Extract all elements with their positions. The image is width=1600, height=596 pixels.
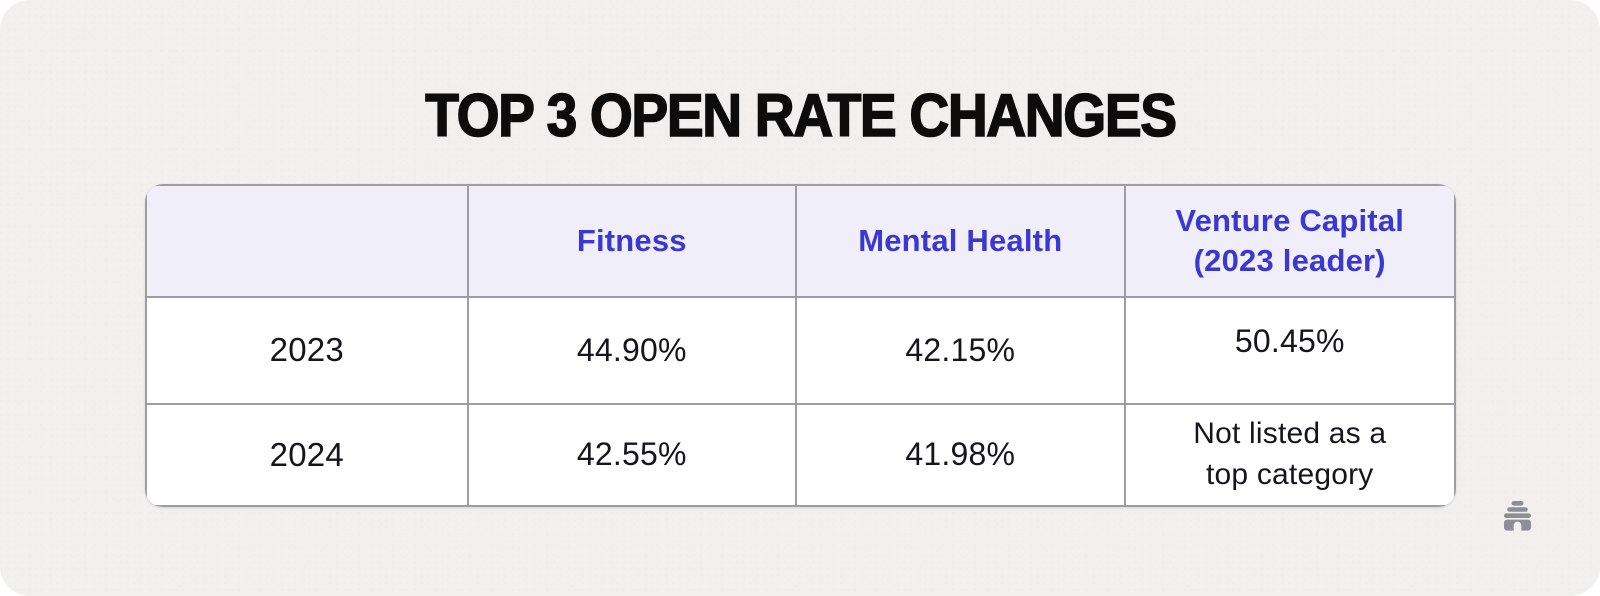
column-header-venture-capital: Venture Capital (2023 leader) [1125, 186, 1454, 297]
cell-2023-venture-capital-value: 50.45% [1234, 322, 1345, 359]
beehiiv-hive-icon [1502, 501, 1533, 531]
cell-2023-fitness: 44.90% [468, 298, 796, 403]
cell-2023-venture-capital: 50.45% [1125, 298, 1454, 403]
cell-2024-fitness: 42.55% [468, 404, 796, 505]
open-rate-table: Fitness Mental Health Venture Capital (2… [145, 184, 1456, 507]
cell-2024-mental-health: 41.98% [797, 404, 1124, 505]
column-header-fitness: Fitness [468, 186, 796, 297]
row-header-2024: 2024 [147, 404, 467, 505]
page-title: TOP 3 OPEN RATE CHANGES [425, 82, 1178, 149]
row-header-2023: 2023 [147, 298, 467, 403]
cell-2023-mental-health: 42.15% [797, 298, 1124, 403]
table-corner-cell [147, 186, 467, 297]
cell-2024-venture-capital: Not listed as a top category [1125, 404, 1454, 505]
beehiiv-hive-icon-svg [1504, 501, 1531, 531]
column-header-mental-health: Mental Health [797, 186, 1124, 297]
